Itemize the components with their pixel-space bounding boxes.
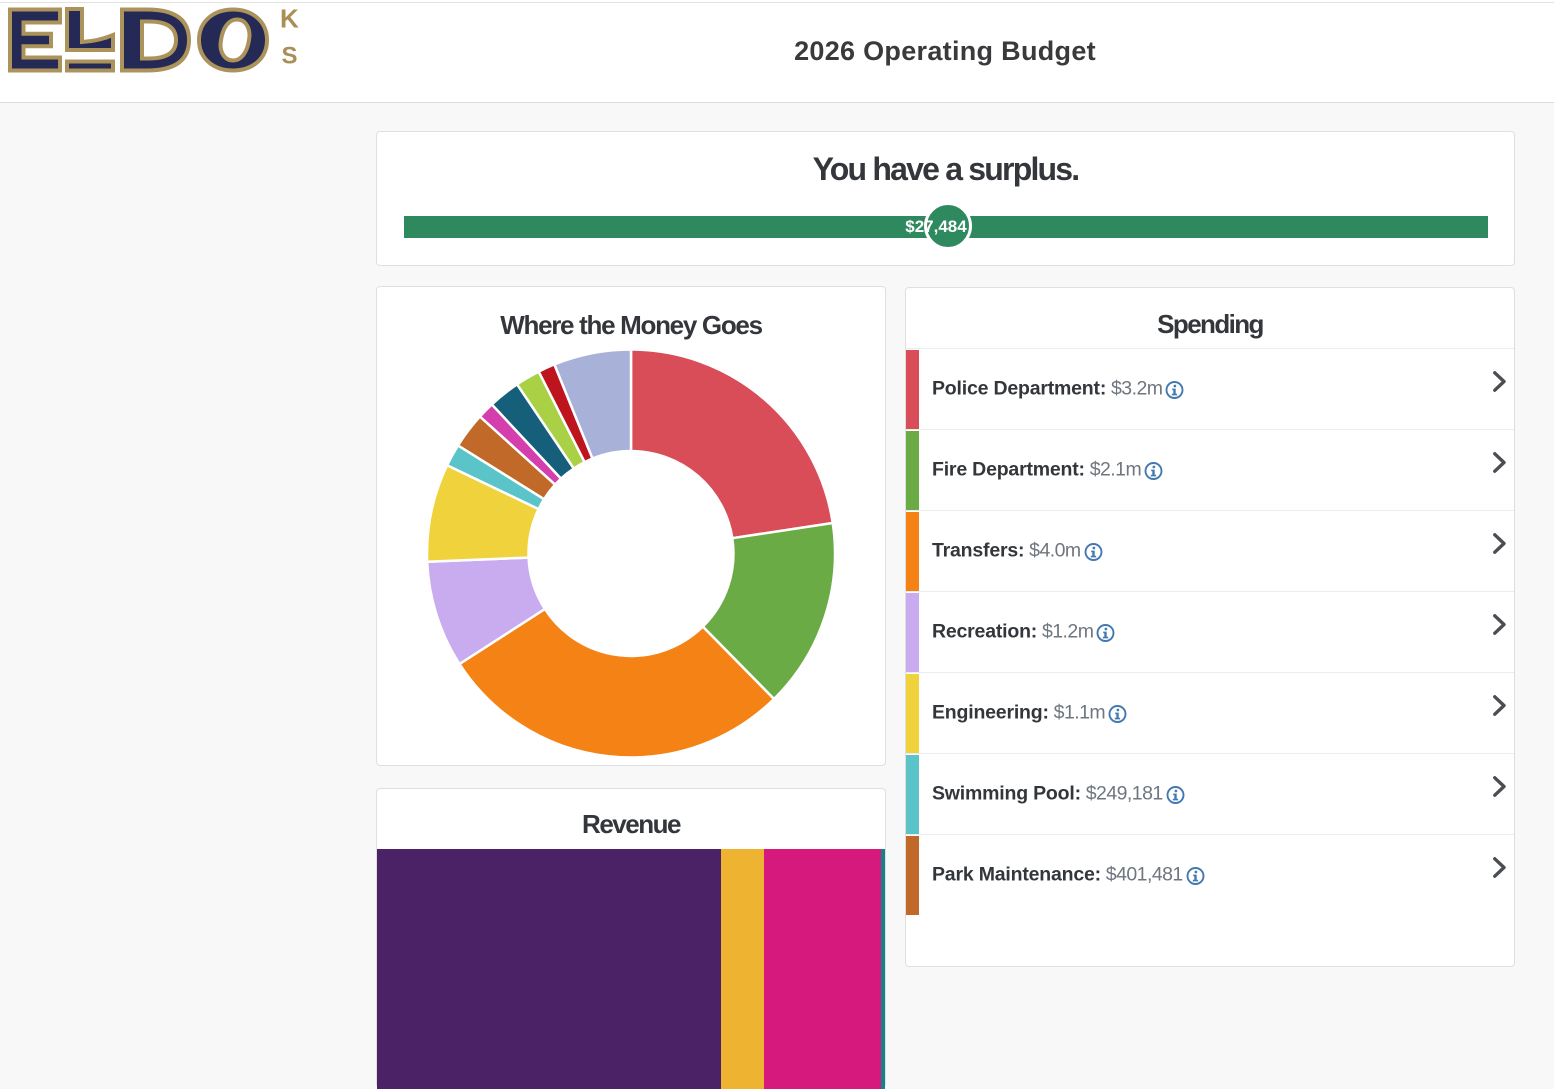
svg-text:K: K <box>280 4 299 34</box>
svg-text:S: S <box>282 43 298 70</box>
